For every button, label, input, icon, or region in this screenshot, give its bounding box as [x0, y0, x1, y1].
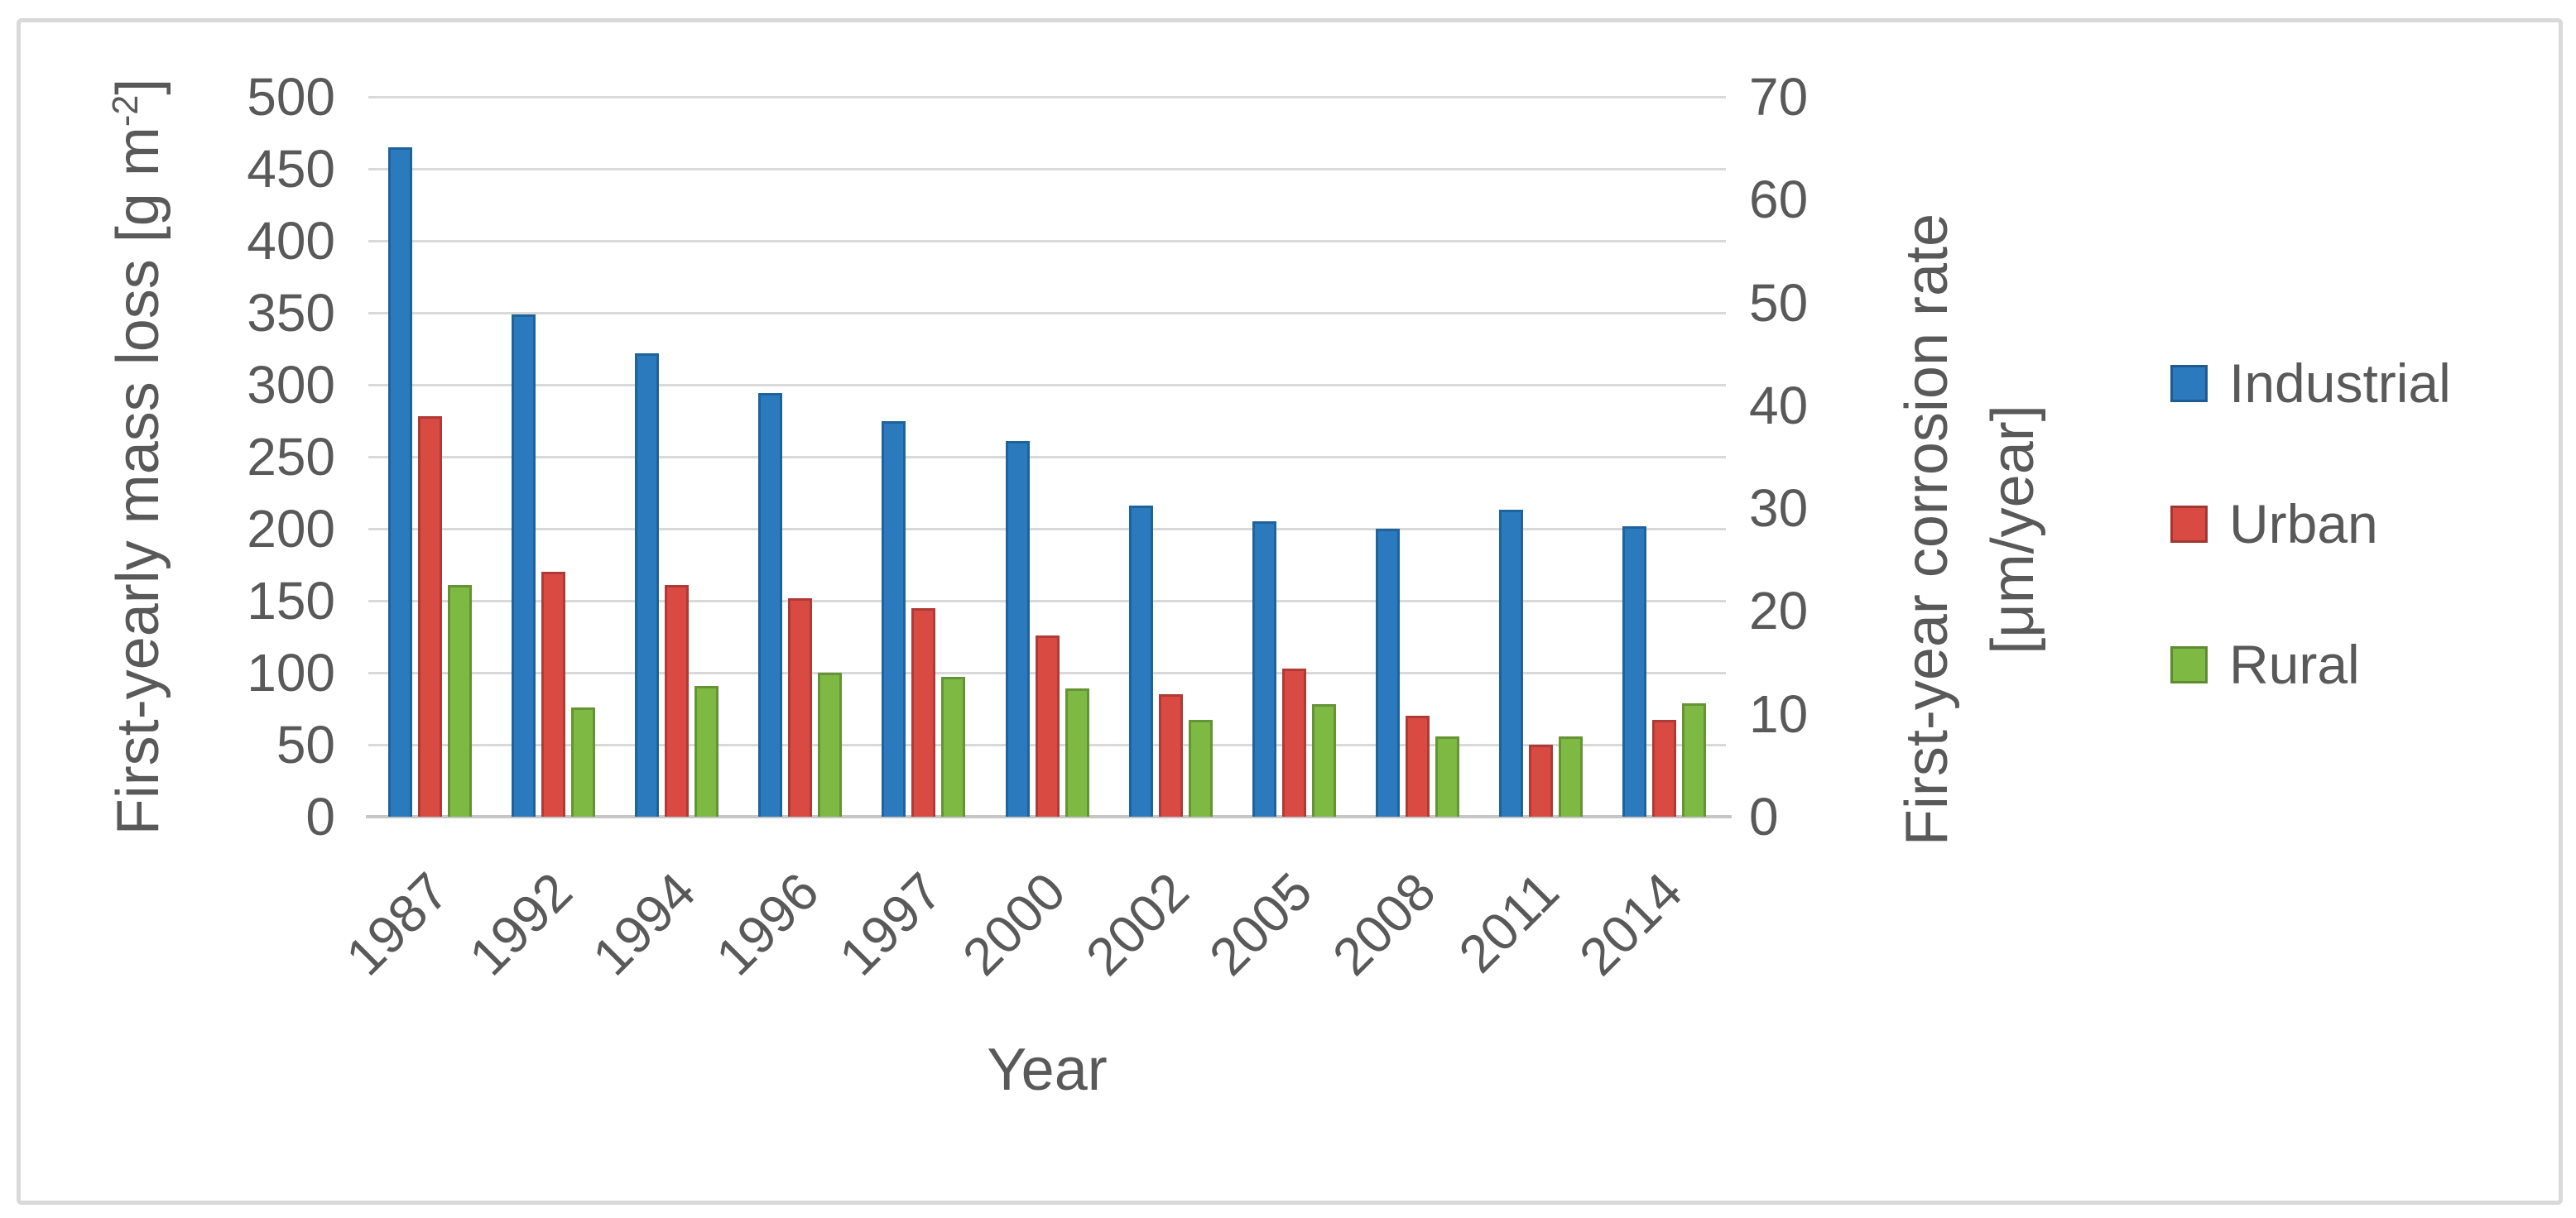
y-tick-label-right: 40	[1749, 375, 1809, 435]
gridline	[368, 384, 1726, 386]
bar-urban-1987	[418, 416, 443, 817]
bar-rural-1987	[448, 584, 473, 817]
bar-urban-1996	[788, 597, 813, 817]
bar-rural-2000	[1065, 688, 1089, 817]
y-tick-label-left: 400	[247, 211, 335, 271]
y-tick-label-right: 70	[1749, 67, 1809, 127]
bar-rural-2014	[1681, 703, 1706, 817]
y-tick-label-left: 50	[276, 715, 335, 774]
bar-industrial-2014	[1622, 525, 1646, 817]
legend-label: Rural	[2229, 634, 2360, 695]
y-tick-label-left: 450	[247, 139, 335, 199]
bar-industrial-2002	[1128, 506, 1153, 817]
bar-urban-2014	[1651, 720, 1676, 817]
bar-rural-1996	[818, 673, 843, 817]
bar-rural-1992	[571, 707, 596, 817]
bar-urban-2000	[1035, 635, 1060, 817]
gridline	[368, 240, 1726, 242]
gridline	[368, 96, 1726, 98]
y-tick-label-right: 0	[1749, 787, 1779, 846]
y-tick-label-right: 20	[1749, 581, 1809, 641]
gridline	[368, 312, 1726, 314]
legend-item-rural: Rural	[2170, 633, 2451, 696]
bar-industrial-2005	[1252, 521, 1276, 817]
gridline	[368, 600, 1726, 602]
bar-urban-2002	[1158, 694, 1183, 817]
legend: Industrial Urban Rural	[2170, 352, 2451, 696]
x-axis-line	[366, 815, 1732, 818]
bar-industrial-2000	[1005, 440, 1030, 817]
y-tick-label-left: 350	[247, 283, 335, 343]
bar-urban-2011	[1528, 745, 1553, 817]
y-tick-label-left: 500	[247, 67, 335, 127]
bar-rural-2008	[1435, 736, 1459, 817]
legend-label: Urban	[2229, 493, 2378, 554]
bar-industrial-1996	[758, 393, 783, 817]
y-tick-label-left: 250	[247, 427, 335, 487]
bar-industrial-1987	[388, 146, 413, 817]
bar-rural-2011	[1558, 736, 1583, 817]
bar-urban-2008	[1405, 716, 1430, 817]
y-tick-label-right: 10	[1749, 683, 1809, 744]
y-tick-label-left: 0	[305, 787, 335, 846]
bar-industrial-2008	[1375, 529, 1400, 817]
bar-rural-1997	[941, 677, 966, 817]
bar-industrial-1994	[635, 352, 660, 817]
x-axis-title: Year	[987, 1037, 1108, 1103]
legend-item-urban: Urban	[2170, 492, 2451, 555]
y-tick-label-left: 100	[247, 643, 335, 703]
legend-label: Industrial	[2229, 352, 2451, 414]
legend-item-industrial: Industrial	[2170, 352, 2451, 415]
bar-industrial-2011	[1498, 510, 1523, 817]
bar-industrial-1997	[882, 420, 906, 817]
bar-rural-2005	[1311, 704, 1336, 817]
gridline	[368, 528, 1726, 530]
y-tick-label-right: 50	[1749, 272, 1809, 333]
bar-urban-2005	[1281, 668, 1306, 817]
gridline	[368, 168, 1726, 170]
legend-swatch-urban	[2170, 505, 2208, 543]
gridline	[368, 456, 1726, 458]
bar-urban-1992	[541, 572, 566, 817]
y-tick-label-left: 300	[247, 355, 335, 415]
y-tick-label-right: 60	[1749, 170, 1809, 230]
legend-swatch-industrial	[2170, 364, 2208, 402]
bar-urban-1994	[665, 584, 690, 817]
y-tick-label-left: 150	[247, 571, 335, 631]
legend-swatch-rural	[2170, 645, 2208, 683]
y-tick-label-right: 30	[1749, 478, 1809, 539]
bar-industrial-1992	[512, 314, 536, 817]
bar-rural-1994	[694, 685, 719, 817]
bar-urban-1997	[911, 607, 936, 817]
right-axis-title-line2: [μm/year]	[1980, 405, 2046, 655]
y-tick-label-left: 200	[247, 499, 335, 559]
bar-rural-2002	[1188, 720, 1213, 817]
